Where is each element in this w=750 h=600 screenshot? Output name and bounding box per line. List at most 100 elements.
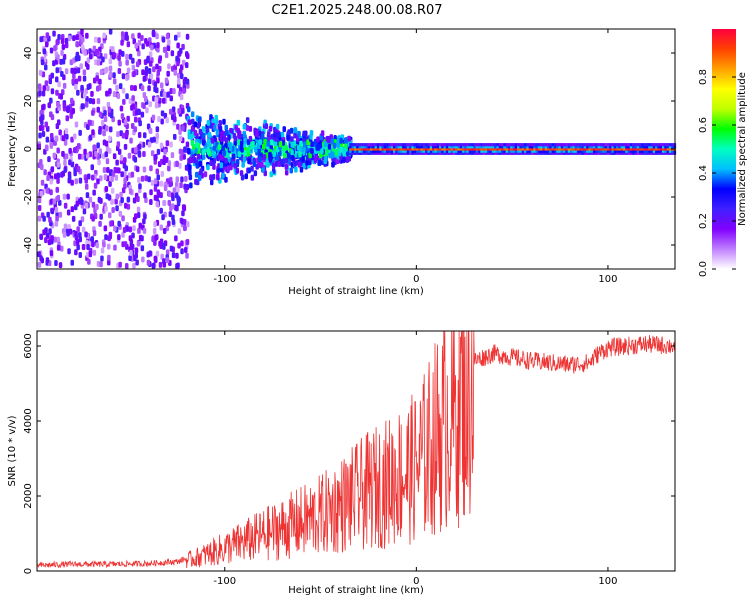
spectrogram-cell (81, 36, 85, 43)
spectrogram-cell (189, 133, 194, 140)
spectrogram-cell (138, 143, 142, 150)
spectrogram-cell (572, 151, 575, 155)
spectrogram-cell (294, 166, 298, 173)
spectrogram-cell (530, 151, 534, 155)
spectrogram-cell (512, 151, 516, 155)
spectrogram-cell (159, 224, 163, 231)
spectrogram-cell (242, 156, 247, 163)
spectrogram-cell (664, 145, 667, 149)
spectrogram-cell (262, 143, 266, 150)
spectrogram-cell (199, 168, 203, 175)
spectrogram-cell (54, 135, 59, 142)
spectrogram-cell (613, 143, 617, 147)
spectrogram-cell (232, 132, 236, 139)
spectrogram-cell (570, 151, 573, 155)
spectrogram-cell (556, 143, 559, 147)
spectrogram-cell (245, 124, 249, 131)
spectrogram-cell (156, 148, 161, 155)
spectrogram-cell (634, 145, 637, 149)
spectrogram-cell (106, 167, 110, 173)
spectrogram-cell (629, 143, 633, 147)
spectrogram-cell (132, 262, 136, 269)
spectrogram-cell (142, 75, 147, 82)
spectrogram-cell (402, 151, 405, 155)
spectrogram-cell (576, 147, 580, 151)
spectrogram-cell (88, 97, 93, 104)
spectrogram-cell (53, 173, 58, 180)
spectrogram-cell (386, 151, 389, 155)
spectrogram-cell (50, 208, 55, 215)
spectrogram-cell (62, 231, 67, 238)
spectrogram-cell (429, 147, 433, 151)
colorbar: 0.00.20.40.60.8 Normalized spectral ampl… (698, 29, 748, 277)
spectrogram-cell (583, 143, 587, 147)
spectrogram-cell (221, 172, 225, 179)
spectrogram-cell (132, 197, 137, 204)
spectrogram-cell (671, 145, 674, 149)
spectrogram-cell (150, 44, 154, 51)
spectrogram-cell (297, 130, 301, 137)
spectrogram-cell (560, 145, 564, 149)
spectrogram-cell (138, 183, 142, 190)
spectrogram-cell (475, 147, 479, 151)
spectrogram-cell (131, 57, 135, 64)
spectrogram-cell (519, 143, 522, 147)
spectrogram-cell (62, 82, 67, 89)
spectrogram-cell (487, 143, 490, 147)
spectrogram-cell (224, 124, 228, 131)
spectrogram-cell (82, 208, 87, 215)
spectrogram-cell (316, 136, 320, 143)
spectrogram-cell (524, 145, 527, 149)
spectrogram-cell (77, 75, 82, 82)
spectrogram-cell (533, 145, 536, 149)
spectrogram-cell (404, 143, 408, 147)
spectrogram-cell (165, 249, 170, 256)
spectrogram-cell (609, 149, 612, 153)
spectrogram-cell (372, 149, 375, 153)
spectrogram-cell (104, 140, 109, 147)
spectrogram-cell (44, 237, 48, 244)
spectrogram-cell (280, 131, 285, 138)
spectrogram-cell (119, 105, 124, 112)
spectrogram-cell (129, 250, 133, 256)
spectrogram-cell (129, 238, 134, 245)
colorbar-gradient (712, 29, 736, 269)
spectrogram-cell (149, 189, 153, 196)
spectrogram-cell (42, 85, 46, 92)
spectrogram-cell (74, 83, 78, 90)
spectrogram-cell (590, 147, 594, 151)
spectrogram-cell (418, 149, 421, 153)
spectrogram-cell (176, 42, 180, 49)
spectrogram-cell (406, 151, 410, 155)
spectrogram-cell (526, 151, 529, 155)
spectrogram-cell (372, 145, 375, 149)
spectrogram-cell (659, 147, 663, 151)
spectrogram-cell (105, 90, 109, 97)
spectrogram-cell (625, 149, 628, 153)
spectrogram-cell (100, 247, 105, 254)
spectrogram-cell (335, 158, 340, 165)
spectrogram-cell (422, 147, 426, 151)
spectrogram-cell (146, 57, 150, 64)
spectrogram-cell (386, 145, 389, 149)
y-tick-label: 6000 (23, 333, 34, 358)
spectrogram-cell (579, 151, 582, 155)
spectrogram-cell (222, 135, 226, 142)
spectrogram-cell (367, 151, 371, 155)
spectrogram-cell (613, 147, 617, 151)
spectrogram-cell (57, 119, 61, 126)
spectrogram-cell (462, 145, 465, 149)
spectrogram-cell (360, 145, 364, 149)
spectrogram-cell (49, 189, 53, 196)
spectrogram-cell (198, 128, 203, 135)
spectrogram-cell (169, 88, 173, 94)
spectrogram-cell (666, 147, 670, 151)
spectrogram-cell (618, 145, 621, 149)
spectrogram-cell (84, 202, 89, 209)
spectrogram-cell (247, 167, 251, 174)
y-tick-label: 4000 (23, 408, 34, 433)
spectrogram-cell (367, 147, 371, 151)
spectrogram-cell (179, 154, 183, 161)
spectrogram-cell (273, 131, 277, 138)
spectrogram-cell (309, 133, 313, 140)
